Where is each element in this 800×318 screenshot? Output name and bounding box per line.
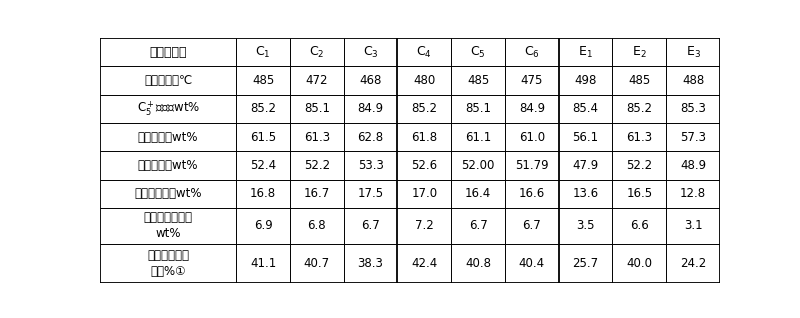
Text: 6.8: 6.8 — [307, 219, 326, 232]
Text: 52.6: 52.6 — [411, 159, 438, 172]
Text: 3.1: 3.1 — [684, 219, 702, 232]
Text: 85.1: 85.1 — [304, 102, 330, 115]
Text: 芳烃含量，wt%: 芳烃含量，wt% — [138, 131, 198, 144]
Text: 85.4: 85.4 — [573, 102, 598, 115]
Text: 57.3: 57.3 — [680, 131, 706, 144]
Text: 472: 472 — [306, 74, 328, 87]
Text: 85.2: 85.2 — [411, 102, 438, 115]
Text: 56.1: 56.1 — [573, 131, 598, 144]
Text: 16.6: 16.6 — [518, 187, 545, 200]
Text: C$_3$: C$_3$ — [362, 45, 378, 60]
Text: 53.3: 53.3 — [358, 159, 383, 172]
Text: 41.1: 41.1 — [250, 257, 276, 270]
Text: 48.9: 48.9 — [680, 159, 706, 172]
Text: 488: 488 — [682, 74, 704, 87]
Text: 47.9: 47.9 — [573, 159, 598, 172]
Text: 6.7: 6.7 — [362, 219, 380, 232]
Text: 6.6: 6.6 — [630, 219, 649, 232]
Text: 61.3: 61.3 — [304, 131, 330, 144]
Text: 61.5: 61.5 — [250, 131, 276, 144]
Text: 485: 485 — [252, 74, 274, 87]
Text: 16.8: 16.8 — [250, 187, 276, 200]
Text: 85.3: 85.3 — [680, 102, 706, 115]
Text: 85.2: 85.2 — [626, 102, 652, 115]
Text: 51.79: 51.79 — [515, 159, 549, 172]
Text: 42.4: 42.4 — [411, 257, 438, 270]
Text: 40.4: 40.4 — [518, 257, 545, 270]
Text: 对二甲苯产率，
wt%: 对二甲苯产率， wt% — [143, 211, 193, 240]
Text: 6.7: 6.7 — [469, 219, 487, 232]
Text: 二甲苯产率，wt%: 二甲苯产率，wt% — [134, 187, 202, 200]
Text: 85.2: 85.2 — [250, 102, 276, 115]
Text: 17.5: 17.5 — [358, 187, 384, 200]
Text: C$_6$: C$_6$ — [524, 45, 540, 60]
Text: 52.00: 52.00 — [462, 159, 494, 172]
Text: 61.3: 61.3 — [626, 131, 653, 144]
Text: 52.2: 52.2 — [304, 159, 330, 172]
Text: E$_3$: E$_3$ — [686, 45, 701, 60]
Text: 6.7: 6.7 — [522, 219, 542, 232]
Text: 61.8: 61.8 — [411, 131, 438, 144]
Text: 对二甲苯选择
性，%①: 对二甲苯选择 性，%① — [147, 249, 189, 278]
Text: 52.4: 52.4 — [250, 159, 276, 172]
Text: C$_5^+$液收，wt%: C$_5^+$液收，wt% — [137, 100, 200, 118]
Text: 6.9: 6.9 — [254, 219, 273, 232]
Text: 485: 485 — [628, 74, 650, 87]
Text: 24.2: 24.2 — [680, 257, 706, 270]
Text: C$_2$: C$_2$ — [309, 45, 325, 60]
Text: 62.8: 62.8 — [358, 131, 384, 144]
Text: 40.0: 40.0 — [626, 257, 652, 270]
Text: 16.5: 16.5 — [626, 187, 653, 200]
Text: 52.2: 52.2 — [626, 159, 653, 172]
Text: 40.7: 40.7 — [304, 257, 330, 270]
Text: 61.0: 61.0 — [518, 131, 545, 144]
Text: 85.1: 85.1 — [465, 102, 491, 115]
Text: 13.6: 13.6 — [573, 187, 598, 200]
Text: 12.8: 12.8 — [680, 187, 706, 200]
Text: 7.2: 7.2 — [415, 219, 434, 232]
Text: 38.3: 38.3 — [358, 257, 383, 270]
Text: 3.5: 3.5 — [576, 219, 595, 232]
Text: E$_1$: E$_1$ — [578, 45, 593, 60]
Text: 84.9: 84.9 — [518, 102, 545, 115]
Text: 84.9: 84.9 — [358, 102, 384, 115]
Text: 16.4: 16.4 — [465, 187, 491, 200]
Text: 17.0: 17.0 — [411, 187, 438, 200]
Text: 16.7: 16.7 — [304, 187, 330, 200]
Text: 25.7: 25.7 — [573, 257, 598, 270]
Text: 480: 480 — [414, 74, 435, 87]
Text: E$_2$: E$_2$ — [632, 45, 646, 60]
Text: 61.1: 61.1 — [465, 131, 491, 144]
Text: 芳烃产率，wt%: 芳烃产率，wt% — [138, 159, 198, 172]
Text: 40.8: 40.8 — [465, 257, 491, 270]
Text: 498: 498 — [574, 74, 597, 87]
Text: 468: 468 — [359, 74, 382, 87]
Text: C$_1$: C$_1$ — [255, 45, 271, 60]
Text: 反应温度，℃: 反应温度，℃ — [144, 74, 192, 87]
Text: C$_4$: C$_4$ — [417, 45, 432, 60]
Text: C$_5$: C$_5$ — [470, 45, 486, 60]
Text: 475: 475 — [521, 74, 543, 87]
Text: 廂化剖编号: 廂化剖编号 — [150, 46, 187, 59]
Text: 485: 485 — [467, 74, 490, 87]
